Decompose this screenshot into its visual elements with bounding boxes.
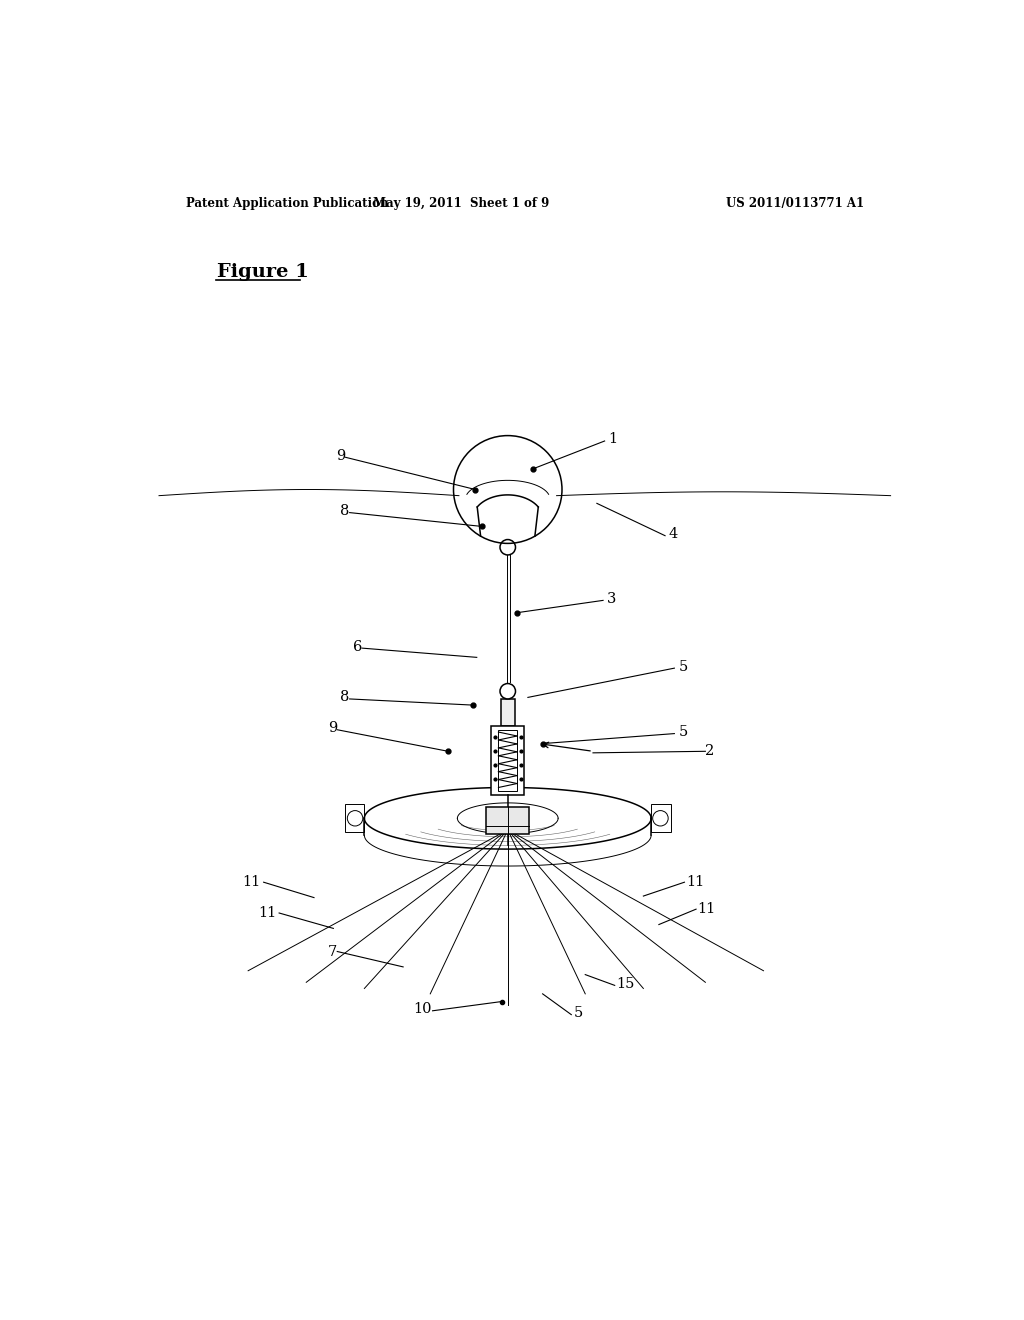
Bar xyxy=(486,807,529,834)
Text: 11: 11 xyxy=(697,902,716,916)
Bar xyxy=(501,700,515,726)
Text: 3: 3 xyxy=(607,591,616,606)
Text: 15: 15 xyxy=(616,977,635,991)
Text: US 2011/0113771 A1: US 2011/0113771 A1 xyxy=(726,197,864,210)
Circle shape xyxy=(500,684,515,700)
Text: 6: 6 xyxy=(352,640,362,653)
Text: 5: 5 xyxy=(573,1006,583,1020)
Text: 4: 4 xyxy=(669,527,678,541)
Bar xyxy=(492,726,524,795)
Bar xyxy=(345,804,365,832)
Bar xyxy=(651,804,671,832)
Text: Patent Application Publication: Patent Application Publication xyxy=(186,197,389,210)
Text: 2: 2 xyxy=(706,744,715,758)
Text: 8: 8 xyxy=(340,504,350,517)
Text: 7: 7 xyxy=(328,945,337,958)
Text: 11: 11 xyxy=(686,875,705,890)
Text: 11: 11 xyxy=(258,906,276,920)
Text: May 19, 2011  Sheet 1 of 9: May 19, 2011 Sheet 1 of 9 xyxy=(373,197,549,210)
Text: Figure 1: Figure 1 xyxy=(217,264,309,281)
Text: 5: 5 xyxy=(678,660,687,673)
Text: 8: 8 xyxy=(340,690,350,705)
Text: 9: 9 xyxy=(336,449,345,462)
Text: 10: 10 xyxy=(414,1002,432,1016)
Text: 9: 9 xyxy=(328,721,337,735)
Text: 1: 1 xyxy=(608,433,617,446)
Text: 11: 11 xyxy=(243,875,261,890)
Bar xyxy=(499,730,517,792)
Text: 5: 5 xyxy=(678,725,687,739)
